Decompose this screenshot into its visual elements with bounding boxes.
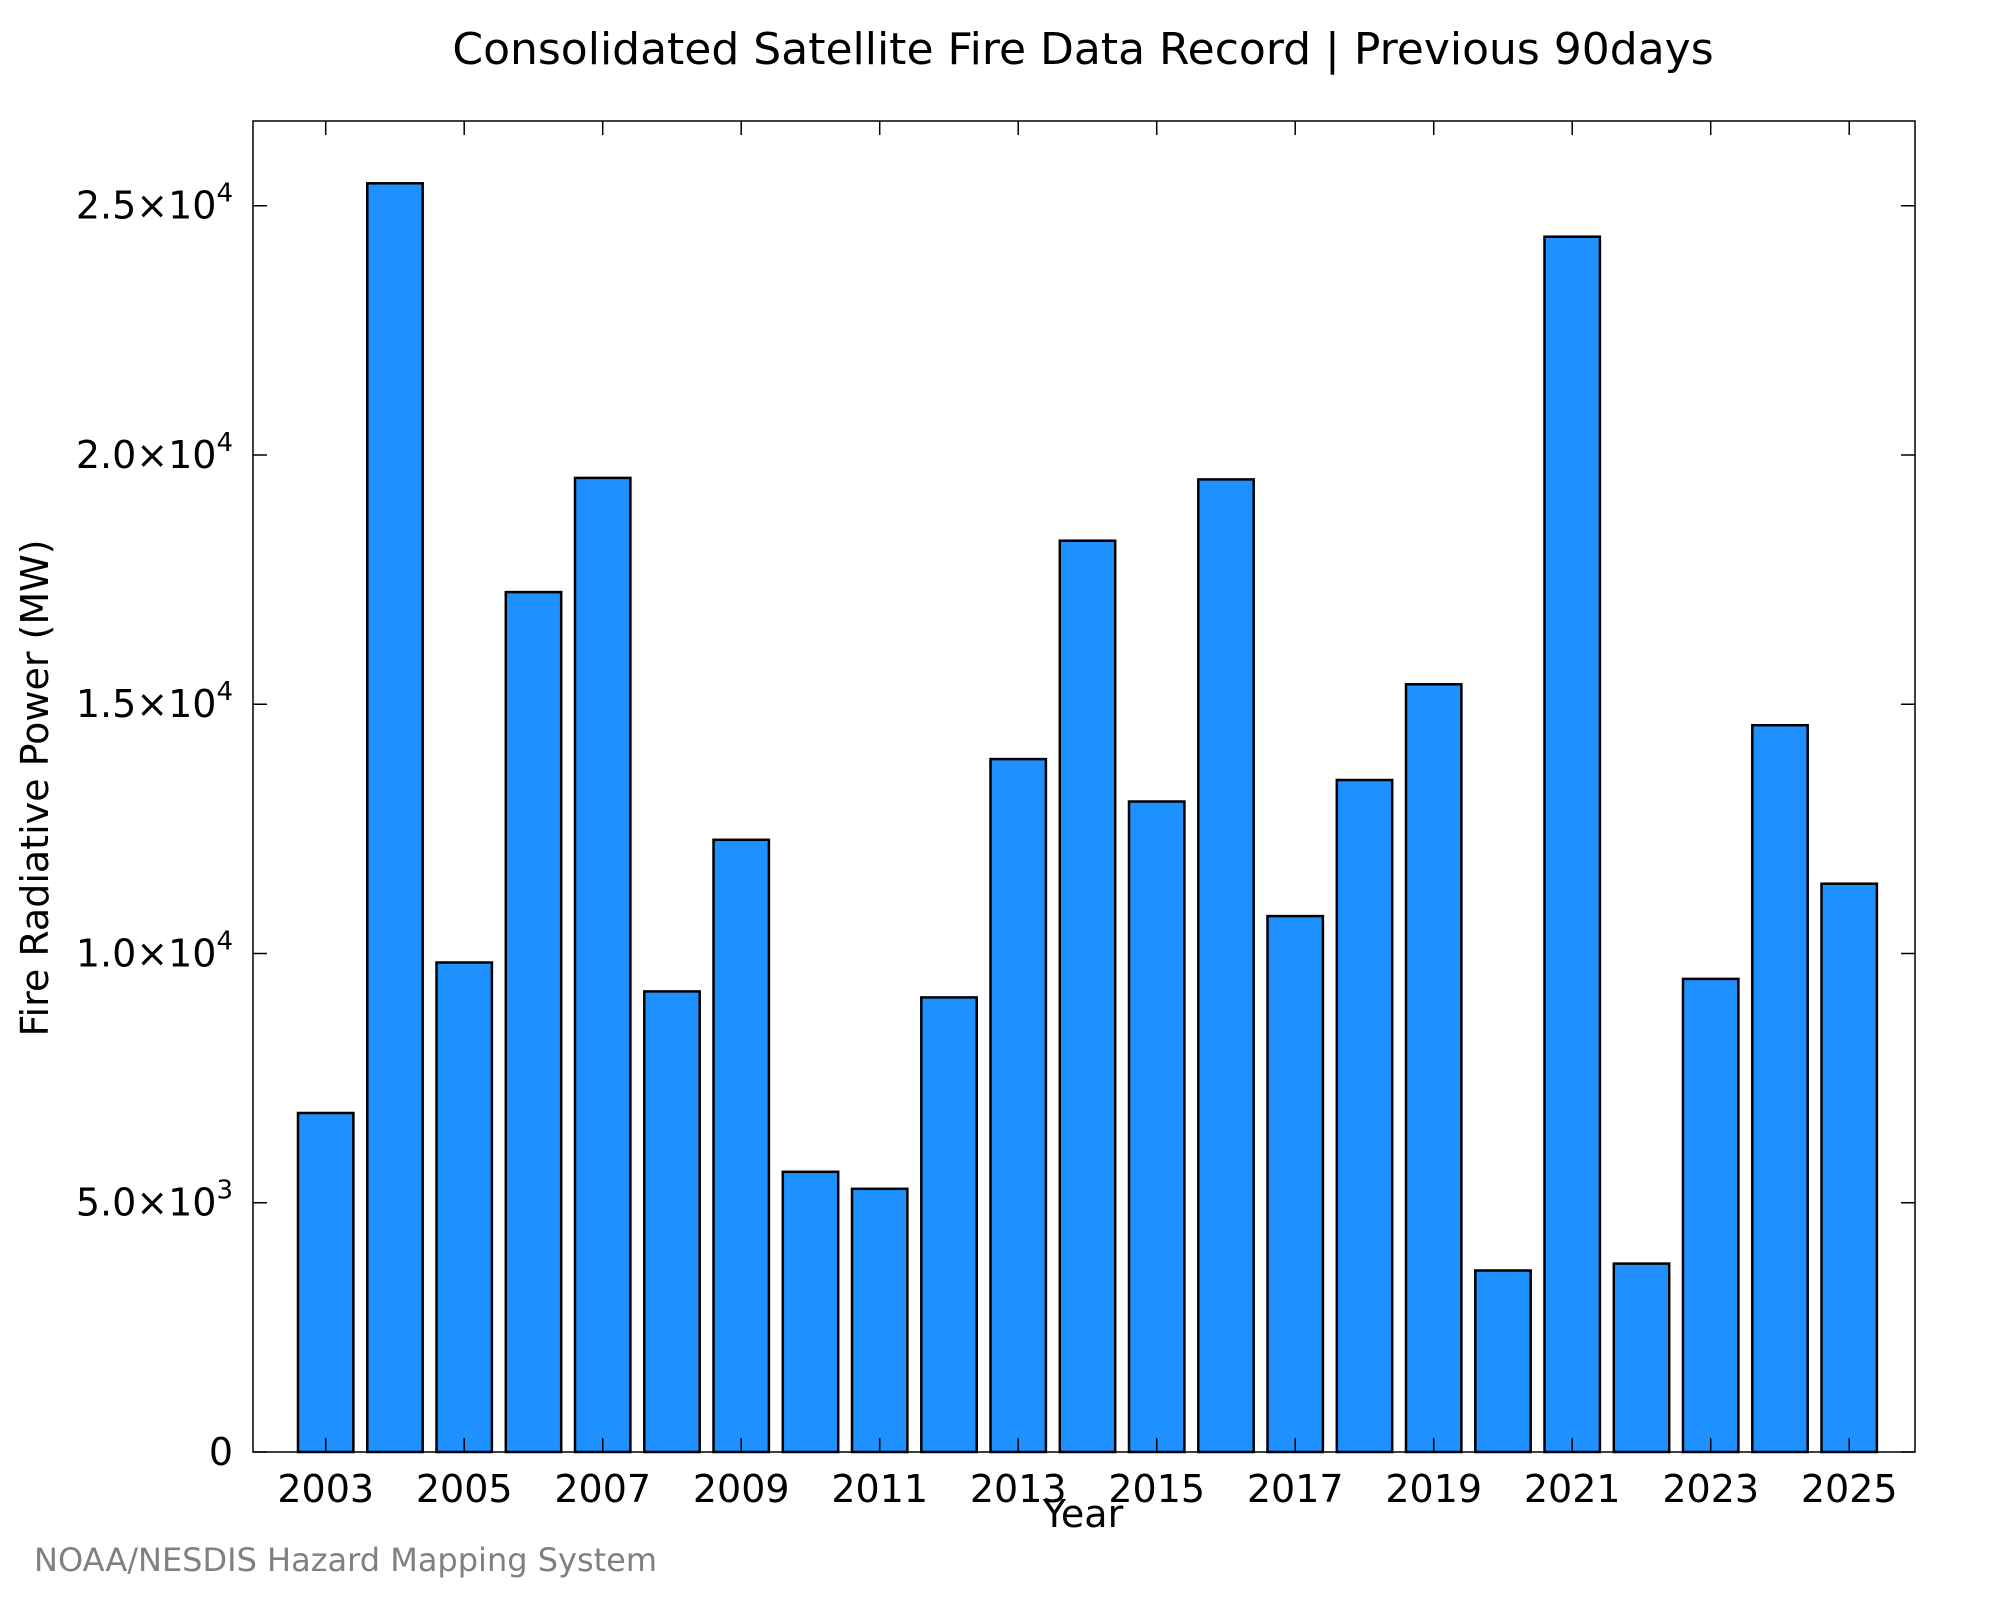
- bar-2016: [1197, 478, 1255, 1454]
- bar-2010: [781, 1170, 840, 1454]
- bar-2018: [1335, 778, 1394, 1454]
- bar-2017: [1266, 914, 1325, 1454]
- y-tick-label: 0: [209, 1430, 233, 1474]
- x-tick-label: 2005: [416, 1467, 513, 1511]
- bar-2012: [920, 996, 978, 1454]
- bar-2013: [989, 757, 1048, 1454]
- bar-2003: [296, 1111, 355, 1454]
- bar-2025: [1820, 882, 1879, 1454]
- bar-2021: [1543, 235, 1602, 1454]
- y-tick-label: 5.0×103: [76, 1176, 233, 1225]
- bar-2008: [643, 990, 701, 1454]
- x-axis-label: Year: [1042, 1492, 1124, 1536]
- bar-2019: [1404, 683, 1463, 1454]
- x-tick-label: 2003: [277, 1467, 374, 1511]
- x-tick-label: 2023: [1662, 1467, 1759, 1511]
- source-note: NOAA/NESDIS Hazard Mapping System: [34, 1541, 657, 1579]
- x-tick-label: 2011: [831, 1467, 928, 1511]
- y-tick-label: 1.5×104: [76, 677, 233, 726]
- x-tick-label: 2017: [1247, 1467, 1344, 1511]
- bar-2005: [435, 961, 494, 1454]
- bar-2023: [1681, 977, 1740, 1454]
- x-tick-label: 2015: [1108, 1467, 1205, 1511]
- bar-2022: [1612, 1262, 1671, 1454]
- bar-2024: [1751, 723, 1809, 1454]
- plot-frame: [252, 120, 1916, 1453]
- bar-2014: [1058, 539, 1117, 1454]
- bar-2015: [1127, 800, 1186, 1454]
- x-tick-label: 2007: [554, 1467, 651, 1511]
- y-tick-label: 2.5×104: [76, 179, 233, 228]
- x-axis: 2003 2005 2007 2009 2011 2013 2015 2017 2019 2021…: [277, 121, 1898, 1511]
- bar-2009: [712, 838, 771, 1454]
- y-tick-label: 2.0×104: [76, 428, 233, 477]
- x-tick-label: 2009: [693, 1467, 790, 1511]
- x-tick-label: 2025: [1801, 1467, 1898, 1511]
- bar-2006: [504, 590, 563, 1454]
- x-tick-label: 2013: [970, 1467, 1067, 1511]
- x-tick-label: 2021: [1524, 1467, 1621, 1511]
- y-axis-label: Fire Radiative Power (MW): [13, 539, 57, 1036]
- bar-2007: [573, 476, 632, 1454]
- bars-group: [296, 182, 1879, 1454]
- y-tick-label: 1.0×104: [76, 926, 233, 975]
- bar-2011: [850, 1187, 909, 1454]
- bar-2020: [1474, 1269, 1532, 1454]
- x-tick-label: 2019: [1385, 1467, 1482, 1511]
- chart-title: Consolidated Satellite Fire Data Record …: [452, 24, 1713, 75]
- y-axis: 0 5.0×103 1.0×104 1.5×104 2.0×104 2.5×104: [76, 179, 1915, 1474]
- bar-2004: [366, 182, 424, 1454]
